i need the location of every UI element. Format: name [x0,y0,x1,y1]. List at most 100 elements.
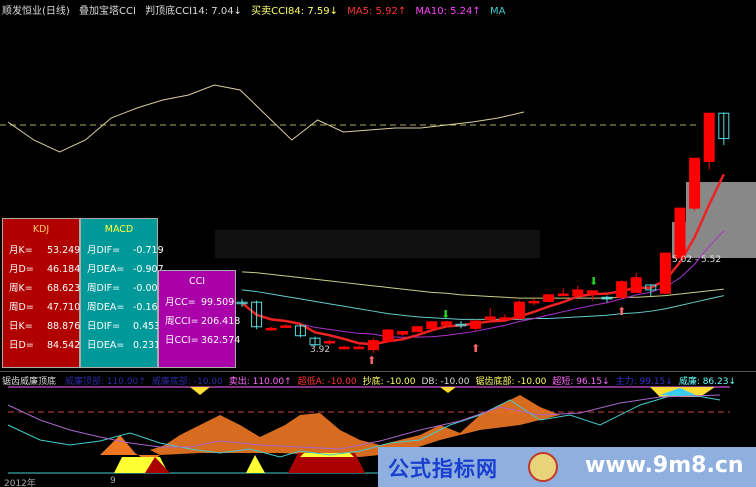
axis-month: 9 [110,476,116,486]
chart-title-bar: 顺发恒业(日线) 叠加宝塔CCI 判顶底CCI14: 7.04↓ 买卖CCI84… [2,2,511,17]
row-value: 0.453 [133,321,161,332]
kdj-panel: KDJ 月K= 53.249 月D= 46.184 周K= 68.623 周D= 47.710 日… [2,218,80,368]
candle-body [294,325,306,337]
cci-row: 周CCI= 206.418 [159,312,240,331]
kdj-row: 月D= 46.184 [3,260,81,279]
candle-body [689,157,701,209]
candle [499,314,511,320]
watermark-url: www.9m8.cn [585,453,744,478]
cci-row: 日CCI= 362.574 [159,331,240,350]
watermark-text: 公式指标网 [388,457,498,481]
candle [543,294,555,303]
row-value: 88.876 [47,321,81,332]
candle [367,338,379,353]
row-value: -0.165 [133,302,164,313]
candle [586,290,598,301]
candle-body [309,337,321,346]
row-label: 日DEA= [87,340,125,351]
buy-arrow-icon: ⬆ [471,342,480,355]
ma5-line [241,173,725,346]
price-chart[interactable]: 3.92 5.02 - 5.52 ⬇ ⬇ ⬆ ⬆ ⬆ [0,0,756,372]
row-value: 68.623 [47,283,81,294]
row-value: -0.907 [133,264,164,275]
row-label: 月DIF= [87,245,121,256]
candle-body [353,346,365,350]
panel-title: KDJ [32,224,50,235]
panel-divider [0,371,756,372]
candle [616,280,628,299]
row-label: 月D= [9,264,34,275]
candle [528,298,540,306]
top-signal-area [440,387,456,393]
indicator-value: 超短: 96.15↓ [552,377,610,387]
overlay-name: 叠加宝塔CCI [79,6,136,17]
kdj-row: 周D= 47.710 [3,298,81,317]
macd-row: 周DEA= -0.165 [81,298,164,317]
candle-body [674,207,686,259]
candle-body [543,294,555,302]
red-signal-area [145,457,170,473]
candle-body [645,284,657,291]
candle [674,207,686,259]
row-value: 46.184 [47,264,81,275]
red-signal-area [288,453,365,473]
candle [294,324,306,338]
kdj-row: 日D= 84.542 [3,336,80,355]
candle-body [484,316,496,320]
short-term-line [7,394,721,450]
candle-body [455,323,467,327]
ma-mid-line [241,289,724,320]
candle-body [703,112,715,162]
row-value: 47.710 [47,302,81,313]
candle-body [411,326,423,333]
row-label: 日DIF= [87,321,121,332]
indicator-value: 威廉顶部: 110.00↑ [64,377,146,387]
row-label: 周CCI= [165,316,199,327]
candle-body [659,252,671,294]
candle-body [499,317,511,320]
top-right-mask [425,12,756,110]
candle-body [338,346,350,350]
candle-body [718,112,730,140]
candle [265,326,277,331]
low-price-label: 3.92 [310,345,330,355]
candle-body [236,301,248,305]
ma10-line [241,230,725,338]
indicator-value: DB: -10.00 [421,377,470,387]
kdj-row: 日K= 88.876 [3,317,81,336]
candle [645,284,657,297]
candle [630,272,642,293]
candle [382,329,394,343]
row-value: 53.249 [47,245,81,256]
indicator-value: 主力: 99.15↓ [615,377,673,387]
macd-row: 月DEA= -0.907 [81,260,164,279]
cci-line [7,84,525,153]
candle-body [426,321,438,329]
candle [659,252,671,295]
candle-body [572,289,584,297]
candle [703,112,715,170]
row-value: 99.509 [201,297,235,308]
watermark-logo-icon [528,452,558,482]
candle-body [616,281,628,298]
row-label: 月CC= [165,297,196,308]
candle-body [280,325,292,328]
sell-arrow-icon: ⬇ [441,308,450,321]
indicator-name: 锯齿威廉顶底 [2,377,57,387]
cci14-value: 判顶底CCI14: 7.04↓ [145,6,242,17]
candle-body [470,320,482,329]
row-label: 周D= [9,302,34,313]
buy-arrow-icon: ⬆ [367,354,376,367]
cci-row: 月CC= 99.509 [159,293,235,312]
row-value: 362.574 [201,335,241,346]
candle [513,300,525,320]
candle [557,288,569,297]
candle-body [586,290,598,295]
indicator-chart[interactable] [0,385,756,485]
candle [280,324,292,328]
candle [236,298,248,308]
indicator-value: 抄底: -10.00 [362,377,416,387]
indicator-value: 威廉: 86.23↓ [678,377,737,387]
candle-body [601,296,613,300]
cci-panel: CCI 月CC= 99.509 周CCI= 206.418 日CCI= 362.574 [158,270,240,368]
